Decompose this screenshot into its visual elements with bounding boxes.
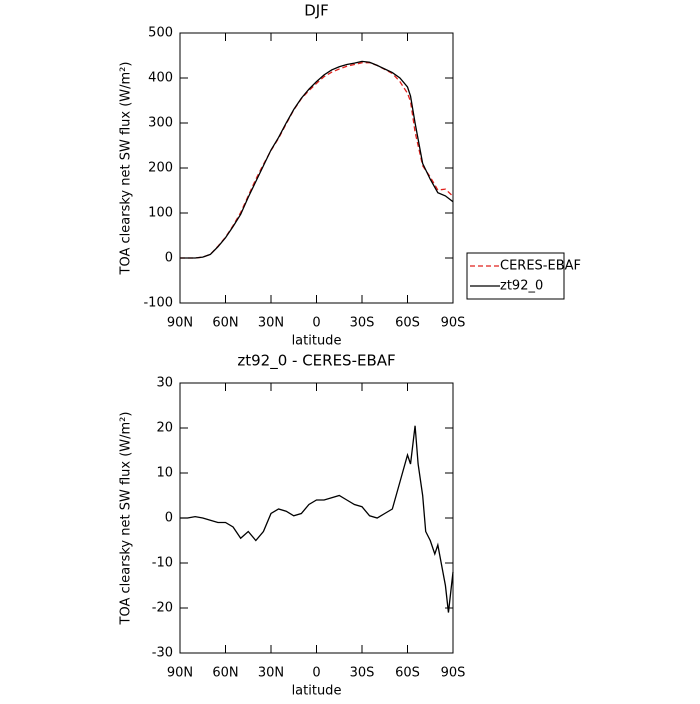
y-axis-label: TOA clearsky net SW flux (W/m²) — [119, 62, 134, 276]
y-tick-label: 0 — [165, 251, 173, 266]
x-tick-label: 90N — [167, 316, 193, 331]
x-tick-label: 0 — [312, 666, 320, 681]
y-tick-label: 300 — [148, 116, 173, 131]
y-tick-label: 10 — [156, 466, 173, 481]
series-line — [180, 60, 454, 259]
y-tick-label: -20 — [152, 601, 173, 616]
y-tick-label: 400 — [148, 71, 173, 86]
y-tick-label: 500 — [148, 26, 173, 41]
x-axis-label: latitude — [292, 684, 342, 699]
x-tick-label: 60N — [212, 316, 238, 331]
chart-title: DJF — [304, 2, 329, 20]
y-tick-label: -30 — [152, 646, 173, 661]
x-tick-label: 90N — [167, 666, 193, 681]
y-tick-label: 100 — [148, 206, 173, 221]
y-tick-label: 0 — [165, 511, 173, 526]
y-tick-label: -10 — [152, 556, 173, 571]
x-tick-label: 60S — [395, 666, 420, 681]
x-tick-label: 90S — [441, 316, 466, 331]
x-tick-label: 30S — [350, 666, 375, 681]
y-tick-label: -100 — [143, 296, 173, 311]
legend-label: CERES-EBAF — [500, 259, 581, 274]
y-tick-label: 30 — [156, 376, 173, 391]
x-tick-label: 0 — [312, 316, 320, 331]
chart-title: zt92_0 - CERES-EBAF — [237, 352, 395, 371]
y-tick-label: 20 — [156, 421, 173, 436]
y-tick-label: 200 — [148, 161, 173, 176]
x-axis-label: latitude — [292, 334, 342, 349]
plot-frame — [179, 32, 454, 304]
x-tick-label: 60N — [212, 666, 238, 681]
x-tick-label: 30N — [258, 666, 284, 681]
plot-frame — [179, 382, 454, 654]
x-tick-label: 30N — [258, 316, 284, 331]
x-tick-label: 30S — [350, 316, 375, 331]
x-tick-label: 90S — [441, 666, 466, 681]
x-tick-label: 60S — [395, 316, 420, 331]
legend-label: zt92_0 — [500, 279, 543, 294]
y-axis-label: TOA clearsky net SW flux (W/m²) — [119, 412, 134, 626]
series-line — [180, 62, 454, 259]
series-line — [180, 425, 454, 613]
legend-box — [466, 252, 565, 300]
